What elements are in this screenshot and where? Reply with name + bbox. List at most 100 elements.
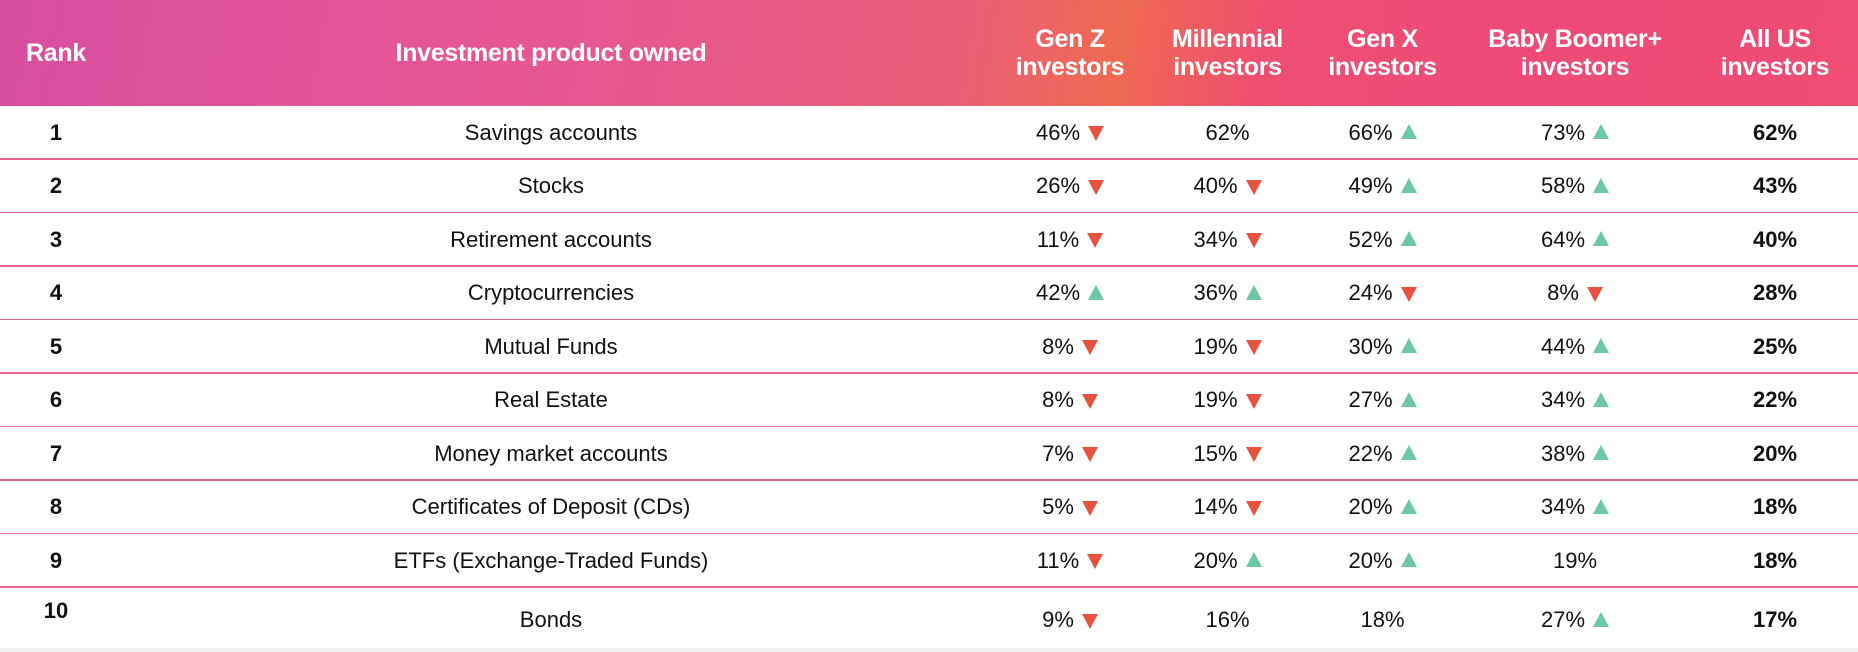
boomer-cell: 64% xyxy=(1475,213,1675,267)
header-rank: Rank xyxy=(0,0,112,106)
header-genz: Gen Z investors xyxy=(1000,0,1140,106)
header-all-line1: All US xyxy=(1739,25,1811,53)
all-us-cell: 40% xyxy=(1752,226,1798,252)
all-us-cell: 28% xyxy=(1752,280,1798,306)
genx-value: 52% xyxy=(1348,226,1393,252)
genz-value: 42% xyxy=(1035,280,1081,306)
boomer-value: 34% xyxy=(1540,494,1586,520)
genx-cell: 66% xyxy=(1310,106,1455,160)
up-arrow-icon xyxy=(1593,391,1610,407)
up-arrow-icon xyxy=(1400,552,1417,568)
all-us-cell: 43% xyxy=(1752,173,1798,199)
boomer-cell: 73% xyxy=(1475,106,1675,160)
all-us-cell: 20% xyxy=(1752,440,1798,466)
header-all-line2: investors xyxy=(1720,53,1830,81)
boomer-value: 19% xyxy=(1552,547,1598,573)
header-millennial: Millennial investors xyxy=(1155,0,1300,106)
genx-value: 27% xyxy=(1348,387,1393,413)
genz-value: 5% xyxy=(1042,494,1074,520)
millennial-value: 62% xyxy=(1205,119,1250,145)
rank-cell: 1 xyxy=(49,119,63,145)
millennial-cell: 15% xyxy=(1155,427,1300,481)
product-cell: Savings accounts xyxy=(464,119,638,145)
genz-value: 8% xyxy=(1042,387,1074,413)
genz-value: 46% xyxy=(1035,119,1081,145)
all-us-cell: 62% xyxy=(1752,119,1798,145)
table-row: 8 Certificates of Deposit (CDs) 5% 14% 20% 34… xyxy=(0,481,1858,535)
header-all: All US investors xyxy=(1705,0,1845,106)
boomer-value: 64% xyxy=(1540,226,1586,252)
genx-cell: 24% xyxy=(1310,267,1455,321)
up-arrow-icon xyxy=(1245,284,1262,300)
up-arrow-icon xyxy=(1593,611,1610,627)
boomer-cell: 8% xyxy=(1475,267,1675,321)
table-row: 6 Real Estate 8% 19% 27% 34% 22% xyxy=(0,374,1858,428)
up-arrow-icon xyxy=(1593,124,1610,140)
genz-cell: 11% xyxy=(1000,534,1140,588)
genx-value: 30% xyxy=(1348,333,1393,359)
up-arrow-icon xyxy=(1400,231,1417,247)
rank-cell: 5 xyxy=(49,333,63,359)
down-arrow-icon xyxy=(1245,500,1262,516)
down-arrow-icon xyxy=(1081,447,1098,463)
millennial-cell: 19% xyxy=(1155,320,1300,374)
header-boomer-line2: investors xyxy=(1520,53,1630,81)
boomer-cell: 34% xyxy=(1475,481,1675,535)
genz-value: 9% xyxy=(1042,607,1074,633)
genx-value: 49% xyxy=(1348,173,1393,199)
millennial-value: 34% xyxy=(1193,226,1238,252)
all-us-cell: 25% xyxy=(1752,333,1798,359)
millennial-cell: 36% xyxy=(1155,267,1300,321)
genz-value: 11% xyxy=(1036,547,1080,573)
genx-cell: 20% xyxy=(1310,481,1455,535)
genx-value: 66% xyxy=(1348,119,1393,145)
millennial-value: 14% xyxy=(1193,494,1238,520)
product-cell: Certificates of Deposit (CDs) xyxy=(411,494,691,520)
header-genz-line2: investors xyxy=(1015,53,1125,81)
down-arrow-icon xyxy=(1245,179,1262,195)
rank-cell: 9 xyxy=(49,547,63,573)
all-us-cell: 22% xyxy=(1752,387,1798,413)
header-product: Investment product owned xyxy=(190,0,912,106)
genz-cell: 42% xyxy=(1000,267,1140,321)
down-arrow-icon xyxy=(1081,500,1098,516)
genz-cell: 8% xyxy=(1000,374,1140,428)
genx-cell: 52% xyxy=(1310,213,1455,267)
boomer-value: 38% xyxy=(1540,440,1586,466)
down-arrow-icon xyxy=(1087,233,1104,249)
table-row: 2 Stocks 26% 40% 49% 58% 43% xyxy=(0,160,1858,214)
millennial-value: 19% xyxy=(1193,333,1238,359)
boomer-value: 8% xyxy=(1547,280,1579,306)
table-row: 3 Retirement accounts 11% 34% 52% 64% 40% xyxy=(0,213,1858,267)
genx-value: 24% xyxy=(1348,280,1393,306)
header-genx: Gen X investors xyxy=(1310,0,1455,106)
boomer-cell: 44% xyxy=(1475,320,1675,374)
product-cell: Stocks xyxy=(517,173,585,199)
genz-value: 7% xyxy=(1042,440,1074,466)
down-arrow-icon xyxy=(1245,393,1262,409)
table-row: 1 Savings accounts 46% 62% 66% 73% 62% xyxy=(0,106,1858,160)
rank-cell: 8 xyxy=(49,494,63,520)
genx-cell: 18% xyxy=(1310,588,1455,642)
up-arrow-icon xyxy=(1400,445,1417,461)
up-arrow-icon xyxy=(1245,552,1262,568)
table-row: 10 Bonds 9% 16% 18% 27% 17% xyxy=(0,588,1858,652)
table-header: Rank Investment product owned Gen Z inve… xyxy=(0,0,1858,106)
header-boomer: Baby Boomer+ investors xyxy=(1475,0,1675,106)
genz-cell: 9% xyxy=(1000,588,1140,642)
up-arrow-icon xyxy=(1593,445,1610,461)
down-arrow-icon xyxy=(1245,340,1262,356)
genx-value: 20% xyxy=(1348,494,1393,520)
header-rank-label: Rank xyxy=(26,39,86,67)
table-row: 5 Mutual Funds 8% 19% 30% 44% 25% xyxy=(0,320,1858,374)
boomer-value: 58% xyxy=(1540,173,1586,199)
genz-cell: 11% xyxy=(1000,213,1140,267)
boomer-cell: 38% xyxy=(1475,427,1675,481)
genz-cell: 46% xyxy=(1000,106,1140,160)
millennial-value: 15% xyxy=(1193,440,1238,466)
boomer-cell: 19% xyxy=(1475,534,1675,588)
down-arrow-icon xyxy=(1088,126,1105,142)
up-arrow-icon xyxy=(1400,177,1417,193)
product-cell: Money market accounts xyxy=(434,440,668,466)
down-arrow-icon xyxy=(1081,393,1098,409)
